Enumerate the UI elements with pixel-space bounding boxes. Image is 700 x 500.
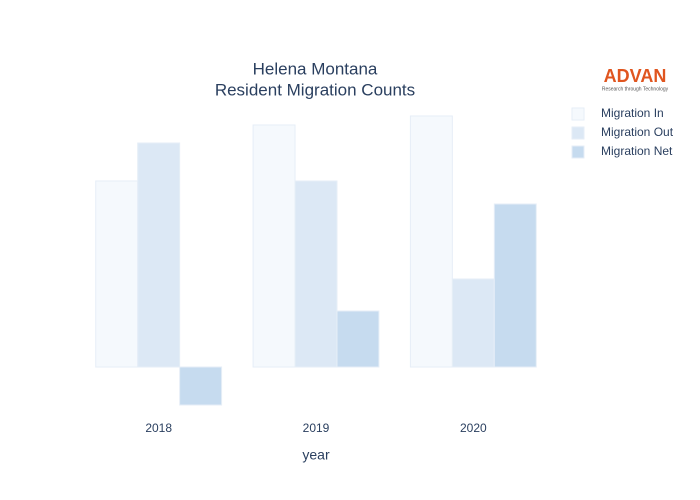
legend-swatch: [571, 145, 585, 159]
x-tick-label: 2019: [303, 421, 330, 435]
legend-label: Migration Out: [601, 125, 674, 139]
bar: [95, 180, 139, 368]
chart-subtitle: Resident Migration Counts: [215, 80, 415, 99]
logo-name: ADVAN: [604, 66, 667, 86]
bar: [409, 115, 453, 368]
legend-swatch: [571, 126, 585, 140]
bar: [493, 203, 537, 368]
legend-swatch: [571, 107, 585, 121]
bar: [336, 310, 380, 368]
bar: [294, 180, 338, 368]
bar: [451, 278, 495, 368]
bar: [252, 124, 296, 368]
legend-label: Migration In: [601, 106, 664, 120]
bar: [179, 366, 223, 406]
chart-title: Helena Montana: [253, 59, 378, 78]
logo-tagline: Research through Technology: [602, 86, 669, 92]
bar: [137, 142, 181, 368]
legend-label: Migration Net: [601, 144, 673, 158]
x-tick-label: 2020: [460, 421, 487, 435]
x-tick-label: 2018: [145, 421, 172, 435]
x-axis-label: year: [302, 447, 330, 463]
